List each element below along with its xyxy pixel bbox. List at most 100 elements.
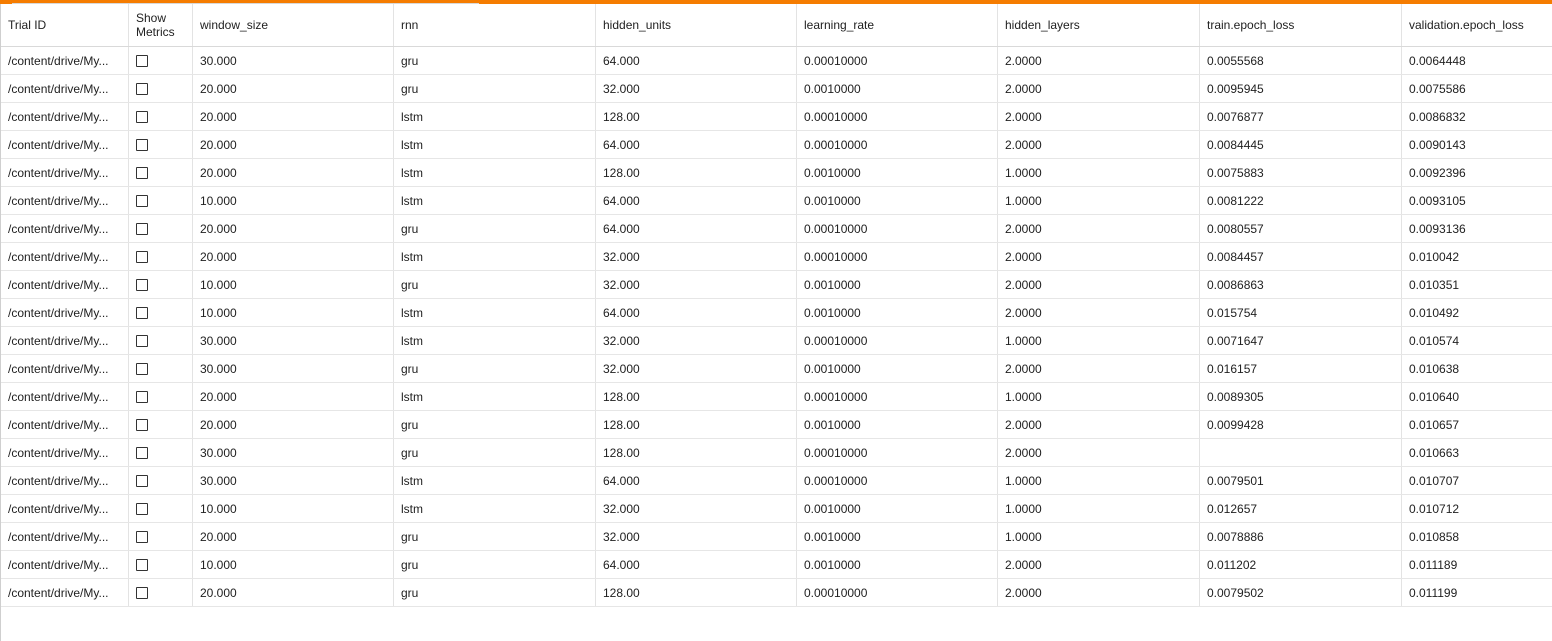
cell-trial-id[interactable]: /content/drive/My... (1, 355, 129, 382)
cell-window-size: 10.000 (193, 299, 394, 326)
cell-validation-epoch-loss: 0.010638 (1409, 361, 1460, 376)
trial-id-link[interactable]: /content/drive/My... (8, 305, 109, 320)
show-metrics-checkbox[interactable] (136, 418, 148, 431)
trial-id-link[interactable]: /content/drive/My... (8, 137, 109, 152)
trial-id-link[interactable]: /content/drive/My... (8, 389, 109, 404)
cell-trial-id[interactable]: /content/drive/My... (1, 187, 129, 214)
cell-trial-id[interactable]: /content/drive/My... (1, 467, 129, 494)
show-metrics-checkbox[interactable] (136, 362, 148, 375)
show-metrics-checkbox[interactable] (136, 502, 148, 515)
show-metrics-checkbox[interactable] (136, 54, 148, 67)
trial-id-link[interactable]: /content/drive/My... (8, 53, 109, 68)
cell-trial-id[interactable]: /content/drive/My... (1, 523, 129, 550)
cell-hidden-layers: 1.0000 (998, 523, 1200, 550)
cell-window-size: 30.000 (193, 467, 394, 494)
column-header-validation-epoch-loss[interactable]: validation.epoch_loss (1409, 18, 1524, 32)
trial-id-link[interactable]: /content/drive/My... (8, 277, 109, 292)
column-header-window-size[interactable]: window_size (193, 4, 394, 46)
cell-hidden-units: 64.000 (596, 299, 797, 326)
cell-trial-id[interactable]: /content/drive/My... (1, 47, 129, 74)
column-header-train-epoch-loss[interactable]: train.epoch_loss (1200, 4, 1402, 46)
show-metrics-checkbox[interactable] (136, 446, 148, 459)
show-metrics-checkbox[interactable] (136, 558, 148, 571)
show-metrics-checkbox[interactable] (136, 138, 148, 151)
cell-trial-id[interactable]: /content/drive/My... (1, 243, 129, 270)
cell-rnn: lstm (394, 243, 596, 270)
trial-id-link[interactable]: /content/drive/My... (8, 333, 109, 348)
cell-rnn: gru (394, 439, 596, 466)
cell-trial-id[interactable]: /content/drive/My... (1, 411, 129, 438)
cell-learning-rate: 0.00010000 (797, 439, 998, 466)
cell-trial-id[interactable]: /content/drive/My... (1, 551, 129, 578)
cell-trial-id[interactable]: /content/drive/My... (1, 299, 129, 326)
show-metrics-checkbox[interactable] (136, 194, 148, 207)
cell-hidden-layers: 2.0000 (998, 271, 1200, 298)
column-header-hidden-layers[interactable]: hidden_layers (998, 4, 1200, 46)
trial-id-link[interactable]: /content/drive/My... (8, 445, 109, 460)
cell-train-epoch-loss (1200, 439, 1402, 466)
cell-learning-rate: 0.0010000 (797, 159, 998, 186)
column-header-learning-rate[interactable]: learning_rate (797, 4, 998, 46)
cell-trial-id[interactable]: /content/drive/My... (1, 131, 129, 158)
cell-trial-id[interactable]: /content/drive/My... (1, 159, 129, 186)
cell-window-size: 20.000 (193, 383, 394, 410)
show-metrics-checkbox[interactable] (136, 278, 148, 291)
cell-hidden-layers: 2.0000 (998, 75, 1200, 102)
show-metrics-checkbox[interactable] (136, 390, 148, 403)
cell-trial-id[interactable]: /content/drive/My... (1, 327, 129, 354)
trial-id-link[interactable]: /content/drive/My... (8, 585, 109, 600)
show-metrics-checkbox[interactable] (136, 222, 148, 235)
cell-validation-epoch-loss: 0.0093136 (1409, 221, 1466, 236)
cell-trial-id[interactable]: /content/drive/My... (1, 271, 129, 298)
cell-learning-rate: 0.0010000 (797, 495, 998, 522)
trial-id-link[interactable]: /content/drive/My... (8, 361, 109, 376)
cell-hidden-layers: 2.0000 (998, 243, 1200, 270)
show-metrics-checkbox[interactable] (136, 306, 148, 319)
cell-window-size: 20.000 (193, 411, 394, 438)
show-metrics-checkbox[interactable] (136, 110, 148, 123)
trial-id-link[interactable]: /content/drive/My... (8, 221, 109, 236)
cell-learning-rate: 0.00010000 (797, 243, 998, 270)
cell-validation-epoch-loss: 0.0064448 (1409, 53, 1466, 68)
table-row: /content/drive/My... 20.000 lstm 128.00 0.00… (1, 383, 1552, 411)
cell-trial-id[interactable]: /content/drive/My... (1, 75, 129, 102)
show-metrics-checkbox[interactable] (136, 586, 148, 599)
show-metrics-checkbox[interactable] (136, 82, 148, 95)
cell-trial-id[interactable]: /content/drive/My... (1, 215, 129, 242)
cell-trial-id[interactable]: /content/drive/My... (1, 495, 129, 522)
trial-id-link[interactable]: /content/drive/My... (8, 165, 109, 180)
show-metrics-checkbox[interactable] (136, 474, 148, 487)
trial-id-link[interactable]: /content/drive/My... (8, 109, 109, 124)
trial-id-link[interactable]: /content/drive/My... (8, 417, 109, 432)
cell-trial-id[interactable]: /content/drive/My... (1, 103, 129, 130)
table-row: /content/drive/My... 10.000 lstm 64.000 0.00… (1, 299, 1552, 327)
trial-id-link[interactable]: /content/drive/My... (8, 557, 109, 572)
table-row: /content/drive/My... 10.000 gru 64.000 0.001… (1, 551, 1552, 579)
cell-hidden-units: 32.000 (596, 355, 797, 382)
trial-id-link[interactable]: /content/drive/My... (8, 529, 109, 544)
trial-id-link[interactable]: /content/drive/My... (8, 249, 109, 264)
top-accent-bar (0, 0, 1552, 4)
cell-rnn: gru (394, 355, 596, 382)
column-header-trial-id[interactable]: Trial ID (1, 4, 129, 46)
column-header-hidden-units[interactable]: hidden_units (596, 4, 797, 46)
trial-id-link[interactable]: /content/drive/My... (8, 193, 109, 208)
trial-id-link[interactable]: /content/drive/My... (8, 473, 109, 488)
cell-trial-id[interactable]: /content/drive/My... (1, 383, 129, 410)
cell-trial-id[interactable]: /content/drive/My... (1, 439, 129, 466)
cell-window-size: 10.000 (193, 551, 394, 578)
column-header-rnn[interactable]: rnn (394, 4, 596, 46)
table-row: /content/drive/My... 10.000 gru 32.000 0.001… (1, 271, 1552, 299)
table-row: /content/drive/My... 20.000 gru 64.000 0.000… (1, 215, 1552, 243)
cell-validation-epoch-loss: 0.010574 (1409, 333, 1460, 348)
trial-id-link[interactable]: /content/drive/My... (8, 501, 109, 516)
show-metrics-checkbox[interactable] (136, 530, 148, 543)
column-header-show-metrics[interactable]: Show Metrics (129, 4, 193, 46)
cell-trial-id[interactable]: /content/drive/My... (1, 579, 129, 606)
show-metrics-checkbox[interactable] (136, 334, 148, 347)
cell-window-size: 20.000 (193, 75, 394, 102)
cell-show-metrics (129, 411, 193, 438)
show-metrics-checkbox[interactable] (136, 166, 148, 179)
show-metrics-checkbox[interactable] (136, 250, 148, 263)
trial-id-link[interactable]: /content/drive/My... (8, 81, 109, 96)
